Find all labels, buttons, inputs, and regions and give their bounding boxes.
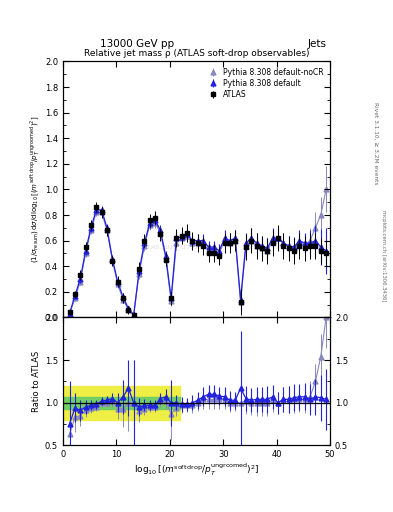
X-axis label: $\log_{10}[(m^{\rm soft\,drop}/p_T^{\rm ungroomed})^2]$: $\log_{10}[(m^{\rm soft\,drop}/p_T^{\rm … [134,462,259,478]
Text: Jets: Jets [307,38,326,49]
Text: mcplots.cern.ch [arXiv:1306.3436]: mcplots.cern.ch [arXiv:1306.3436] [381,210,386,302]
Title: Relative jet mass ρ (ATLAS soft-drop observables): Relative jet mass ρ (ATLAS soft-drop obs… [84,49,309,58]
Legend: Pythia 8.308 default-noCR, Pythia 8.308 default, ATLAS: Pythia 8.308 default-noCR, Pythia 8.308 … [204,65,326,101]
Y-axis label: $(1/\sigma_\mathrm{resum})\,\mathrm{d}\sigma/\mathrm{d}\log_{10}[(m^{\rm soft\,d: $(1/\sigma_\mathrm{resum})\,\mathrm{d}\s… [28,116,42,263]
Text: Rivet 3.1.10, ≥ 3.2M events: Rivet 3.1.10, ≥ 3.2M events [373,102,378,185]
Text: ATLAS 2019_I1772834: ATLAS 2019_I1772834 [140,244,210,250]
Y-axis label: Ratio to ATLAS: Ratio to ATLAS [32,351,41,412]
Text: 13000 GeV pp: 13000 GeV pp [101,38,174,49]
